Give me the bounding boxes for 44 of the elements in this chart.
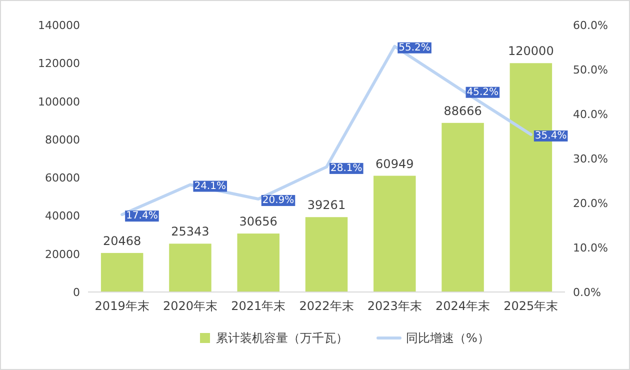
- y2-tick-label: 30.0%: [573, 152, 608, 166]
- x-tick-label: 2023年末: [367, 299, 422, 313]
- y2-tick-label: 20.0%: [573, 197, 608, 210]
- y-tick-label: 60000: [45, 172, 80, 185]
- bar: [305, 217, 348, 292]
- data-label: 25343: [171, 224, 210, 239]
- x-tick-label: 2024年末: [436, 299, 490, 313]
- legend-label: 累计装机容量（万千瓦）: [216, 331, 348, 345]
- bar: [442, 122, 484, 292]
- bar: [374, 176, 416, 292]
- data-label: 35.4%: [534, 130, 567, 142]
- y2-tick-label: 60.0%: [573, 19, 608, 32]
- x-tick-label: 2020年末: [162, 299, 218, 313]
- x-tick-label: 2019年末: [94, 299, 150, 313]
- bar: [237, 234, 280, 292]
- data-label: 17.4%: [126, 210, 158, 222]
- data-label: 45.2%: [466, 86, 499, 98]
- y-tick-label: 80000: [45, 133, 80, 146]
- data-label: 60949: [376, 156, 414, 171]
- data-label: 39261: [307, 198, 346, 212]
- data-label: 120000: [508, 44, 554, 58]
- y2-tick-label: 0.0%: [573, 286, 601, 299]
- data-label: 28.1%: [330, 162, 362, 174]
- data-label: 55.2%: [398, 42, 430, 54]
- y-tick-label: 20000: [45, 248, 80, 261]
- bar: [100, 252, 144, 292]
- x-tick-label: 2025年末: [504, 299, 558, 313]
- y-tick-label: 40000: [45, 210, 80, 223]
- data-label: 30656: [239, 214, 278, 229]
- y-tick-label: 140000: [38, 19, 80, 32]
- legend-label: 同比增速（%）: [406, 331, 490, 345]
- x-tick-label: 2021年末: [231, 299, 286, 313]
- x-tick-label: 2022年末: [299, 299, 354, 313]
- data-label: 20468: [102, 234, 142, 248]
- bar: [169, 244, 212, 292]
- y-tick-label: 100000: [38, 95, 80, 108]
- data-label: 24.1%: [194, 180, 226, 192]
- y2-tick-label: 10.0%: [573, 242, 608, 254]
- data-label: 20.9%: [262, 194, 294, 206]
- y2-tick-label: 50.0%: [573, 64, 608, 76]
- y-tick-label: 0: [73, 286, 80, 299]
- y-tick-label: 120000: [38, 57, 80, 70]
- data-label: 88666: [444, 104, 482, 118]
- y2-tick-label: 40.0%: [573, 108, 608, 121]
